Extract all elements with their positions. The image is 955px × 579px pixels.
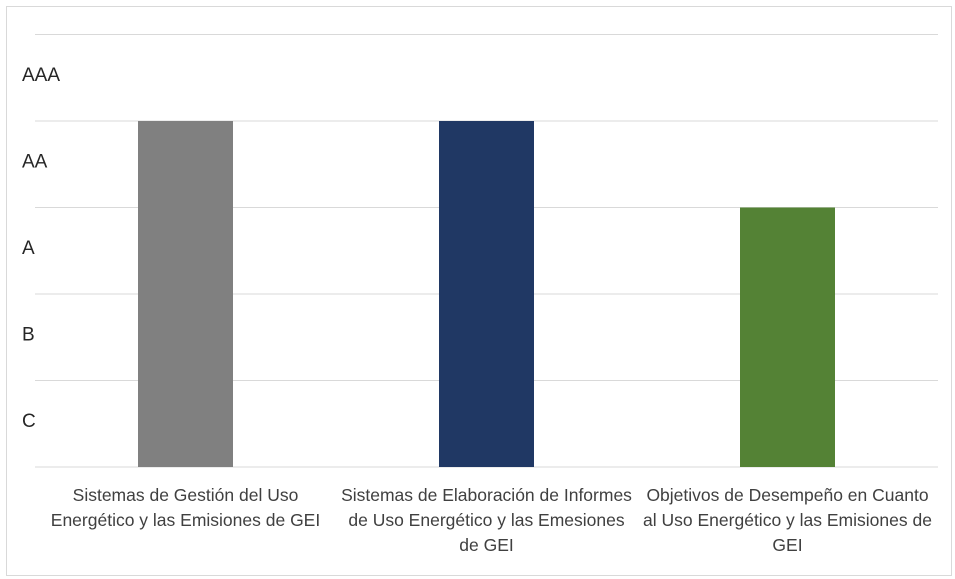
y-tick-label-aa: AA	[22, 152, 48, 173]
bar-2	[439, 121, 534, 467]
y-tick-label-b: B	[22, 325, 35, 346]
bar-1	[138, 121, 233, 467]
x-tick-label-3: Objetivos de Desempeño en Cuanto al Uso …	[643, 485, 932, 555]
y-tick-label-aaa: AAA	[22, 65, 60, 86]
y-tick-label-a: A	[22, 238, 35, 259]
bars	[138, 121, 835, 467]
x-tick-label-1: Sistemas de Gestión del Uso Energético y…	[50, 485, 321, 530]
bar-3	[740, 207, 835, 467]
x-tick-label-2: Sistemas de Elaboración de Informes de U…	[341, 485, 632, 555]
y-tick-label-c: C	[22, 411, 36, 432]
